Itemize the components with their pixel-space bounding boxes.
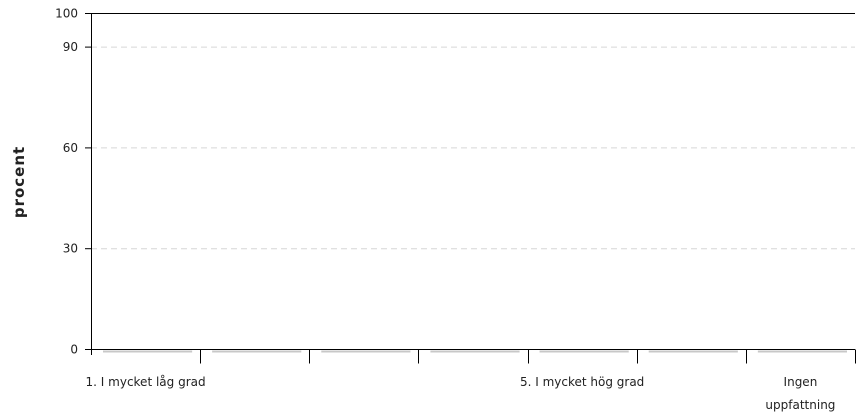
x-axis: 1. I mycket låg grad 5. I mycket hög grad…: [86, 349, 856, 412]
y-tick-label-90: 90: [63, 40, 78, 54]
y-axis-ticks: 0 30 60 90 100: [55, 7, 91, 357]
y-tick-label-100: 100: [55, 7, 78, 21]
x-category-label-5: 5. I mycket hög grad: [520, 375, 644, 389]
x-category-label-1: 1. I mycket låg grad: [86, 375, 206, 389]
y-tick-label-30: 30: [63, 242, 78, 256]
y-tick-label-60: 60: [63, 141, 78, 155]
gridlines: [91, 13, 855, 250]
x-category-label-7-line-2: uppfattning: [765, 398, 835, 412]
y-axis-title: procent: [10, 146, 28, 218]
y-tick-label-0: 0: [70, 343, 78, 357]
x-category-label-7-line-1: Ingen: [784, 375, 818, 389]
